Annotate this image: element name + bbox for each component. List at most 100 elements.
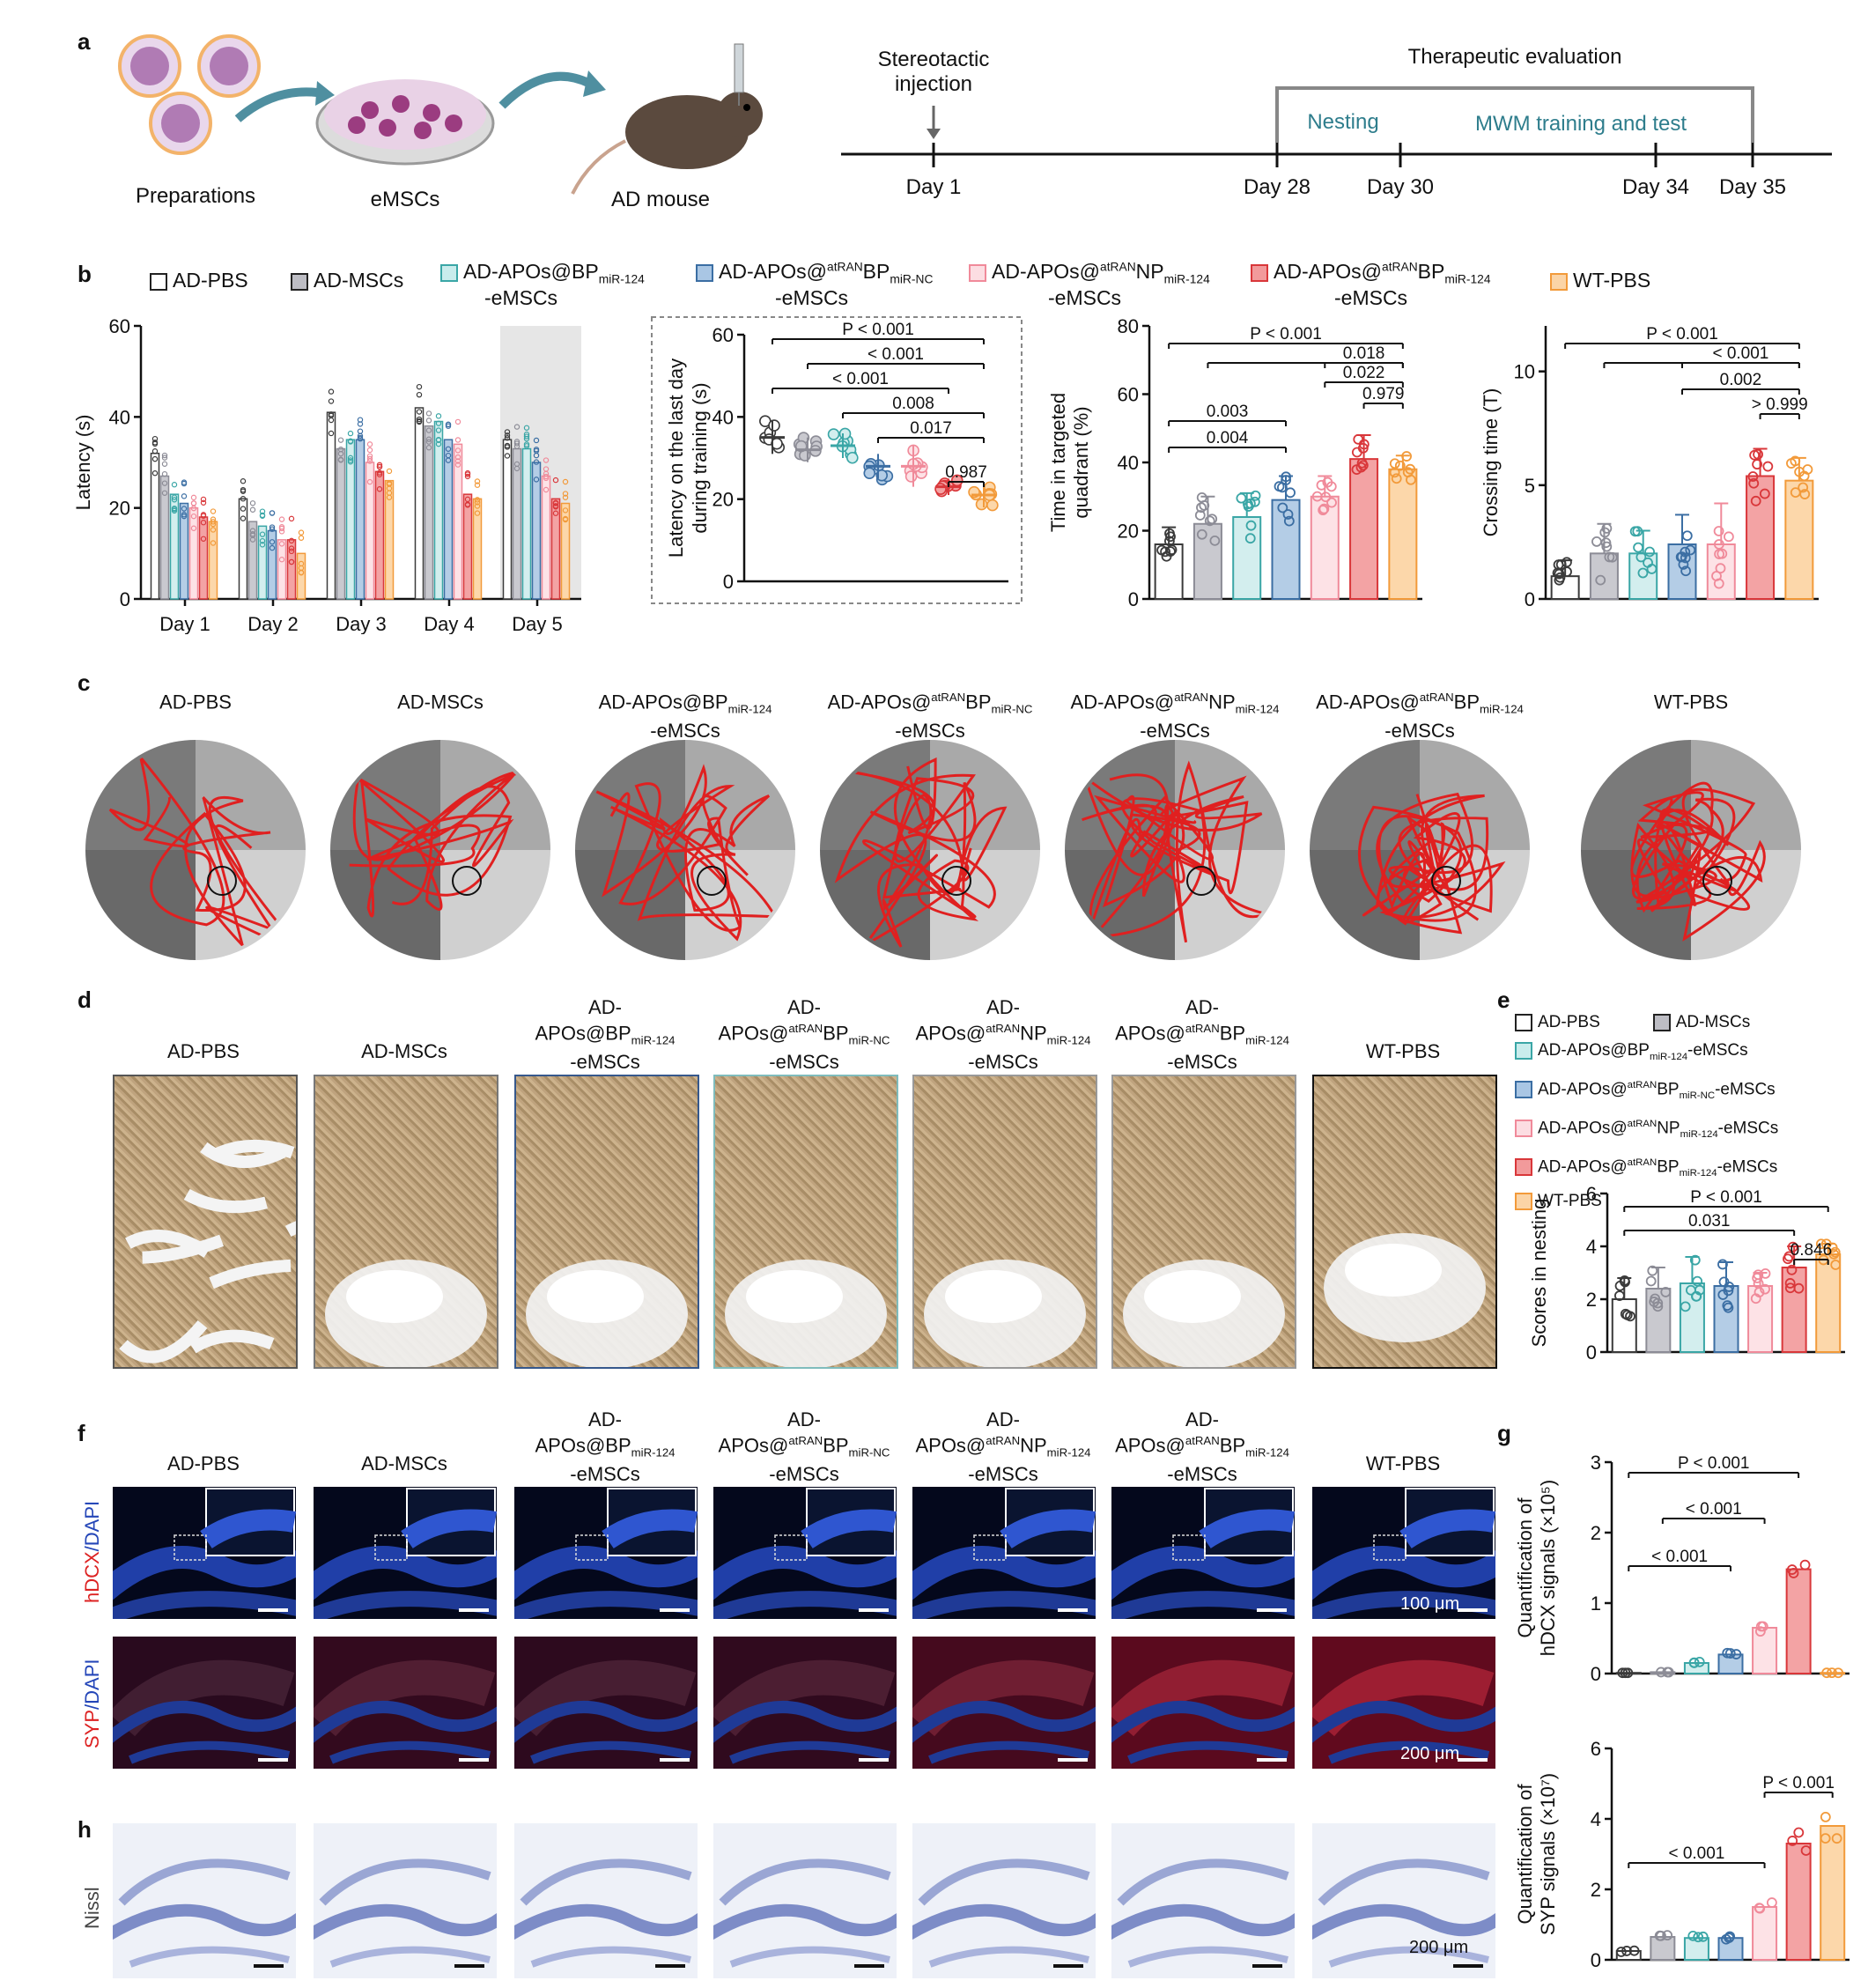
panel-c-letter: c	[78, 669, 91, 696]
y-axis-label: Latency (s)	[72, 415, 94, 511]
data-point	[1693, 1932, 1704, 1943]
panel-c-title: AD-MSCs	[397, 691, 484, 713]
nest-material	[547, 1270, 644, 1323]
x-tick-label: Day 1	[159, 613, 210, 634]
nesting-label: Nesting	[1307, 110, 1379, 134]
data-point	[151, 455, 159, 462]
data-point	[1401, 451, 1412, 462]
scale-bar	[1058, 1608, 1088, 1612]
legend-item-np124: AD-APOs@atRANNPmiR-124 -eMSCs	[969, 260, 1210, 310]
nanoparticle-icon	[118, 34, 261, 155]
data-point	[562, 478, 569, 485]
panel-c-title: AD-APOs@BPmiR-124 -eMSCs	[598, 691, 772, 742]
hdcx-dapi-image	[1312, 1487, 1495, 1619]
data-point	[1601, 541, 1613, 552]
scale-bar	[1458, 1758, 1488, 1762]
y-tick-label: 0	[1591, 1663, 1601, 1685]
y-tick-label: 2	[1591, 1879, 1601, 1901]
bar	[198, 516, 209, 600]
data-point	[552, 477, 559, 484]
water-maze-plot	[575, 740, 795, 960]
data-point	[1784, 1278, 1796, 1289]
panel-f-title: AD-MSCs	[361, 1452, 447, 1474]
bar	[1785, 1568, 1812, 1675]
scale-bar	[859, 1608, 889, 1612]
y-axis-label: Scores in nesting	[1528, 1199, 1550, 1348]
data-point	[288, 545, 295, 551]
data-point	[1617, 1667, 1628, 1679]
day-1-label: Day 1	[905, 175, 962, 199]
legend-e-row1: AD-PBS AD-MSCs	[1515, 1009, 1867, 1037]
latency-bar-chart: 0 20 40 60 Latency (s) Day 1 Day 2 Day 3 Day 4 Da…	[72, 317, 581, 634]
significance-label: P < 0.001	[1250, 325, 1322, 344]
quadrant	[1691, 740, 1801, 850]
significance-label: 0.031	[1688, 1212, 1731, 1230]
syp-dapi-image	[912, 1637, 1096, 1769]
scale-bar	[1053, 1964, 1083, 1968]
data-point	[161, 480, 168, 486]
legend-b: AD-PBS AD-MSCs AD-APOs@BPmiR-124 -eMSCs A…	[150, 260, 1823, 313]
data-point	[474, 497, 481, 503]
data-point	[1750, 1293, 1761, 1304]
data-point	[1621, 1946, 1632, 1956]
data-point	[1196, 502, 1207, 514]
data-point	[1762, 461, 1774, 472]
data-point	[357, 434, 364, 441]
nest-material	[1345, 1244, 1442, 1297]
water-maze-plot	[85, 740, 306, 960]
data-point	[513, 465, 521, 472]
data-point	[171, 497, 178, 503]
data-point	[1406, 474, 1416, 485]
data-point	[1351, 464, 1362, 475]
data-point	[1697, 1931, 1709, 1942]
data-point	[425, 418, 432, 424]
data-point	[366, 478, 373, 485]
data-point	[357, 432, 364, 440]
data-point	[1830, 1260, 1842, 1270]
data-point	[288, 537, 295, 544]
panel-f-title: AD- APOs@atRANNPmiR-124 -eMSCs	[915, 1408, 1091, 1485]
data-point	[1405, 463, 1416, 475]
data-point	[513, 439, 521, 445]
data-point	[445, 452, 452, 459]
panel-f-title: AD- APOs@atRANBPmiR-124 -eMSCs	[1115, 1408, 1289, 1485]
data-point	[288, 558, 295, 565]
mwm-label: MWM training and test	[1474, 112, 1687, 136]
panel-c-title: AD-PBS	[159, 691, 232, 713]
data-point	[1827, 1667, 1837, 1679]
y-axis-label: during training (s)	[689, 382, 711, 533]
data-point	[151, 440, 159, 446]
data-point	[1245, 520, 1257, 531]
bar	[453, 443, 463, 600]
data-point	[1613, 1290, 1625, 1301]
bar	[1611, 1298, 1637, 1353]
bar	[424, 425, 434, 600]
data-point	[1759, 488, 1770, 499]
data-point	[1391, 473, 1402, 484]
nest-material	[209, 1259, 292, 1290]
bar	[443, 439, 454, 600]
syp-dapi-image	[1312, 1637, 1495, 1769]
syp-dapi-image	[314, 1637, 497, 1769]
scale-label-200um: 200 μm	[1400, 1744, 1460, 1763]
data-point	[1798, 470, 1810, 482]
data-point	[504, 435, 511, 441]
bar	[355, 439, 365, 600]
nissl-image	[1312, 1823, 1495, 1978]
bar	[1713, 1285, 1739, 1353]
data-point	[425, 436, 432, 442]
data-point	[1620, 1667, 1631, 1679]
data-point	[240, 506, 247, 512]
legend-item-wt-pbs: WT-PBS	[1550, 269, 1650, 292]
data-point	[1644, 546, 1655, 558]
data-point	[504, 432, 511, 439]
significance-label: 0.008	[892, 395, 934, 413]
data-point	[1554, 574, 1565, 586]
swim-path	[1082, 760, 1270, 943]
legend-e: AD-PBS AD-MSCs AD-APOs@BPmiR-124-eMSCs AD…	[1515, 1009, 1867, 1216]
data-point	[1760, 1268, 1771, 1279]
data-point	[200, 536, 207, 542]
data-point	[1595, 574, 1606, 586]
panel-f-title: AD- APOs@BPmiR-124 -eMSCs	[535, 1408, 676, 1485]
data-point	[376, 486, 383, 492]
